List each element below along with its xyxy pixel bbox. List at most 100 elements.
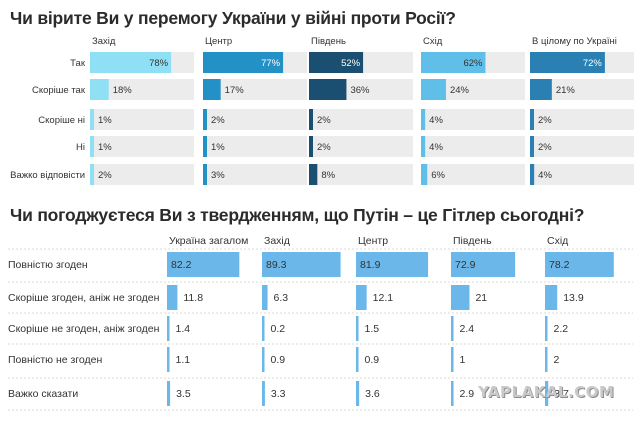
chart2-value-label: 13.9 xyxy=(563,292,584,304)
chart1-value-label: 1% xyxy=(211,142,225,153)
chart2-value-label: 6.3 xyxy=(274,292,289,304)
chart2-row-label: Скоріше згоден, аніж не згоден xyxy=(8,292,160,304)
chart1-value-label: 2% xyxy=(538,115,552,126)
chart1-row-label: Скоріше ні xyxy=(38,115,85,126)
chart2-value-label: 2.9 xyxy=(460,388,475,400)
chart1-value-label: 24% xyxy=(450,85,470,96)
chart1-cell-bg xyxy=(90,109,194,130)
chart1-cell-bg xyxy=(309,136,413,157)
chart1-bar xyxy=(421,79,446,100)
chart1-cell-bg xyxy=(309,109,413,130)
chart1-value-label: 2% xyxy=(98,170,112,181)
chart1-bar xyxy=(309,164,318,185)
chart2-value-label: 78.2 xyxy=(549,259,570,271)
chart1-row-label: Так xyxy=(70,58,86,69)
chart1-bar xyxy=(530,79,552,100)
chart2-value-label: 2.2 xyxy=(554,323,569,335)
chart1-bar xyxy=(203,79,221,100)
chart1-value-label: 3% xyxy=(211,170,225,181)
chart1-bar xyxy=(530,136,534,157)
chart1-panel-header: Центр xyxy=(205,36,232,47)
chart1-row-label: Ні xyxy=(76,142,85,153)
chart2-bar xyxy=(167,347,170,372)
chart1-cell-bg xyxy=(90,79,194,100)
chart2-value-label: 72.9 xyxy=(455,259,476,271)
chart1-bar xyxy=(421,136,426,157)
chart1-bar xyxy=(203,164,207,185)
chart1-cell-bg xyxy=(530,109,634,130)
chart1-bar xyxy=(530,109,534,130)
chart1-value-label: 2% xyxy=(317,115,331,126)
chart2-row-label: Повністю згоден xyxy=(8,259,88,271)
chart1-title: Чи вірите Ви у перемогу України у війні … xyxy=(10,8,456,28)
chart2-bar xyxy=(356,252,429,277)
chart1-value-label: 4% xyxy=(429,115,443,126)
chart1-bar xyxy=(421,109,426,130)
watermark-logo: YAPLAKAL.COM xyxy=(478,383,615,401)
chart2-bar xyxy=(545,381,549,406)
chart1-bar xyxy=(90,136,94,157)
chart1-bar xyxy=(203,109,207,130)
chart1-value-label: 1% xyxy=(98,142,112,153)
chart2-bar xyxy=(451,347,454,372)
chart1-value-label: 36% xyxy=(350,85,370,96)
chart1-value-label: 1% xyxy=(98,115,112,126)
chart1-bar xyxy=(90,164,94,185)
chart2-value-label: 1.4 xyxy=(176,323,191,335)
chart1-bar xyxy=(530,164,535,185)
chart2-title: Чи погоджуєтеся Ви з твердженням, що Пут… xyxy=(10,205,585,225)
chart2-value-label: 2.4 xyxy=(460,323,475,335)
chart2-bar xyxy=(356,316,359,341)
chart1-bar xyxy=(309,136,313,157)
chart2-bar xyxy=(262,316,265,341)
chart2-panel-header: Схід xyxy=(547,235,568,247)
chart2-bar xyxy=(262,285,268,310)
chart1-cell-bg xyxy=(203,109,307,130)
chart1-cell-bg xyxy=(203,79,307,100)
chart1-cell-bg xyxy=(203,136,307,157)
chart2-row-label: Повністю не згоден xyxy=(8,354,102,366)
chart1-bar xyxy=(309,109,313,130)
chart2-bar xyxy=(167,316,170,341)
chart2-bar xyxy=(356,347,359,372)
chart1-bar xyxy=(90,109,94,130)
chart2-bar xyxy=(167,381,171,406)
chart2-panel-header: Україна загалом xyxy=(169,235,248,247)
chart1-value-label: 2% xyxy=(538,142,552,153)
chart2-value-label: 89.3 xyxy=(266,259,287,271)
chart1-bar xyxy=(421,164,428,185)
chart1-cell-bg xyxy=(421,164,525,185)
chart2-value-label: 11.8 xyxy=(183,292,203,304)
chart1-value-label: 21% xyxy=(556,85,576,96)
chart1-row-label: Скоріше так xyxy=(32,85,86,96)
chart2-panel-header: Південь xyxy=(453,235,492,247)
chart1-panel-header: В цілому по Україні xyxy=(532,36,617,47)
chart1-bar xyxy=(90,52,172,73)
chart2-value-label: 3.5 xyxy=(176,388,191,400)
chart1-value-label: 78% xyxy=(149,58,169,69)
chart1-panel-header: Захід xyxy=(92,36,116,47)
chart1-cell-bg xyxy=(421,79,525,100)
chart1-value-label: 2% xyxy=(211,115,225,126)
chart2-row-label: Важко сказати xyxy=(8,388,78,400)
chart2-bar xyxy=(262,381,265,406)
chart1-value-label: 17% xyxy=(225,85,245,96)
chart2-value-label: 3.3 xyxy=(271,388,286,400)
chart1-cell-bg xyxy=(309,164,413,185)
chart2-panel-header: Центр xyxy=(358,235,388,247)
chart2-bar xyxy=(356,381,360,406)
chart1-cell-bg xyxy=(530,136,634,157)
chart1-value-label: 72% xyxy=(583,58,603,69)
chart2-value-label: 3.6 xyxy=(365,388,380,400)
chart2-bar xyxy=(545,347,548,372)
chart2-value-label: 1.5 xyxy=(365,323,380,335)
chart2-bar xyxy=(451,252,516,277)
chart1-panel-header: Південь xyxy=(311,36,346,47)
chart2-value-label: 82.2 xyxy=(171,259,192,271)
chart1-value-label: 62% xyxy=(463,58,483,69)
chart2-bar xyxy=(262,252,341,277)
chart1-cell-bg xyxy=(90,136,194,157)
chart1-bar xyxy=(421,52,486,73)
chart2-value-label: 1.1 xyxy=(176,354,191,366)
chart1-value-label: 18% xyxy=(113,85,133,96)
